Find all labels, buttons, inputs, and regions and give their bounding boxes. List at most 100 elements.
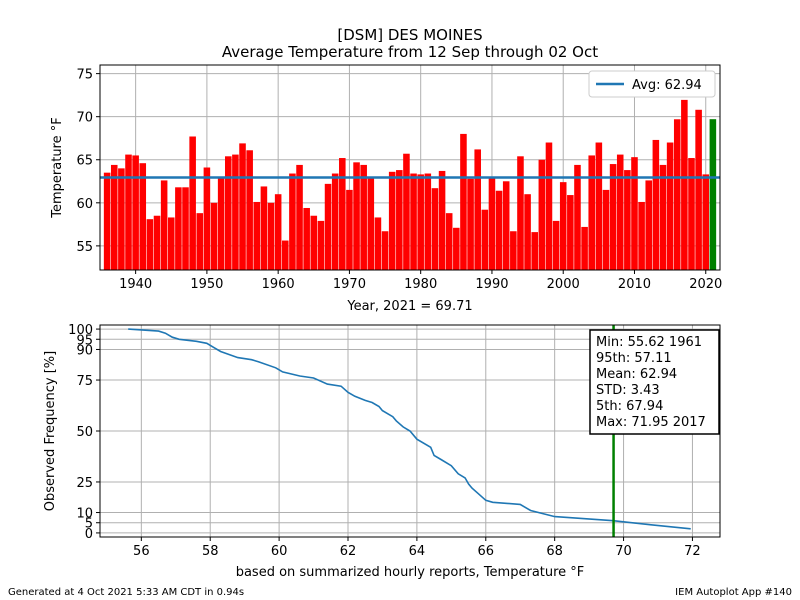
top-ytick-label-60: 60 [76, 197, 93, 212]
bar-1989 [481, 209, 489, 270]
stat-min: Min: 55.62 1961 [596, 335, 702, 350]
temperature-bar-chart: 1940 1950 1960 1970 1980 1990 2000 2010 2020 55 6… [50, 64, 722, 314]
top-x-ticks: 1940 1950 1960 1970 1980 1990 2000 2010 2020 [119, 270, 722, 292]
bar-2012 [645, 180, 653, 270]
bar-1977 [396, 170, 403, 270]
bar-1968 [331, 173, 339, 270]
top-xtick-label-2000: 2000 [547, 277, 580, 292]
bar-1988 [474, 149, 481, 270]
bar-2006 [602, 189, 610, 270]
bar-2011 [638, 201, 645, 270]
bottom-ytick-label-75: 75 [76, 374, 93, 389]
bar-2013 [652, 139, 660, 270]
bottom-ytick-label-25: 25 [76, 476, 93, 491]
bottom-xtick-label-60: 60 [271, 544, 288, 559]
bar-1937 [110, 164, 118, 270]
stat-mean: Mean: 62.94 [596, 367, 677, 382]
bar-1979 [410, 173, 417, 270]
bar-1992 [502, 181, 510, 270]
bottom-xtick-label-66: 66 [478, 544, 495, 559]
bar-1949 [196, 213, 204, 270]
bar-1942 [146, 219, 154, 270]
top-axes-frame [99, 64, 721, 271]
bottom-xtick-label-62: 62 [340, 544, 357, 559]
bar-2004 [588, 155, 596, 270]
stat-95th: 95th: 57.11 [596, 351, 672, 366]
bar-1956 [246, 150, 253, 270]
bottom-ytick-label-90: 90 [76, 343, 93, 358]
bar-1950 [203, 167, 211, 270]
bar-1938 [118, 168, 125, 270]
bar-1982 [431, 188, 439, 270]
chart-title-period: Average Temperature from 12 Sep through … [222, 43, 598, 61]
bar-1957 [253, 201, 261, 270]
bar-1943 [153, 215, 161, 270]
bar-1990 [488, 177, 496, 270]
bar-1983 [438, 170, 446, 270]
footer-app-id: IEM Autoplot App #140 [675, 587, 792, 598]
top-ytick-label-65: 65 [76, 154, 93, 169]
bar-1999 [552, 220, 560, 270]
bar-1964 [303, 207, 310, 270]
bar-2007 [609, 164, 617, 270]
chart-title-station: [DSM] DES MOINES [337, 26, 482, 44]
bar-1939 [125, 154, 132, 270]
bar-1959 [267, 202, 275, 270]
bar-1962 [289, 173, 296, 270]
bottom-x-ticks: 56 58 60 62 64 66 68 70 72 [133, 537, 701, 559]
bar-2017 [681, 99, 688, 270]
bottom-grid [100, 325, 720, 537]
bottom-ytick-label-10: 10 [76, 507, 93, 522]
stat-5th: 5th: 67.94 [596, 399, 663, 414]
stat-max: Max: 71.95 2017 [596, 415, 706, 430]
bar-1948 [189, 136, 196, 270]
bar-1971 [353, 162, 360, 270]
bottom-xtick-label-58: 58 [202, 544, 219, 559]
bar-1994 [517, 156, 524, 270]
bar-2001 [567, 195, 574, 270]
bar-1936 [103, 172, 111, 270]
bar-1996 [531, 232, 538, 270]
bar-2014 [659, 164, 667, 270]
bottom-ytick-label-95: 95 [76, 333, 93, 348]
bar-2016 [673, 119, 681, 270]
stat-std: STD: 3.43 [596, 383, 660, 398]
bar-1970 [346, 189, 353, 270]
bottom-x-axis-label: based on summarized hourly reports, Temp… [236, 565, 585, 580]
bar-1993 [510, 231, 517, 270]
legend: Avg: 62.94 [588, 70, 716, 98]
bar-1951 [210, 202, 218, 270]
stats-box-frame [589, 329, 720, 435]
bar-1980 [417, 174, 424, 270]
bar-1981 [424, 173, 432, 270]
top-xtick-label-1950: 1950 [190, 277, 223, 292]
bar-2000 [559, 182, 567, 270]
bottom-xtick-label-70: 70 [615, 544, 632, 559]
bar-1965 [310, 215, 318, 270]
bar-1963 [296, 164, 303, 270]
legend-label: Avg: 62.94 [632, 78, 702, 93]
bar-1947 [182, 187, 189, 270]
bar-1954 [232, 154, 239, 270]
bar-2015 [666, 142, 674, 270]
footer-generated: Generated at 4 Oct 2021 5:33 AM CDT in 0… [8, 587, 244, 598]
bottom-ytick-label-100: 100 [68, 323, 93, 338]
bar-2019 [695, 109, 702, 270]
bar-1978 [403, 153, 410, 270]
bar-1953 [224, 156, 232, 270]
top-xtick-label-1960: 1960 [262, 277, 295, 292]
bar-1952 [217, 176, 225, 270]
bar-1967 [324, 183, 332, 270]
top-y-ticks: 55 60 65 70 75 [76, 68, 100, 255]
bar-2010 [631, 157, 638, 270]
top-x-axis-label: Year, 2021 = 69.71 [346, 299, 472, 314]
bar-2009 [624, 170, 631, 270]
bottom-xtick-label-68: 68 [546, 544, 563, 559]
bar-1976 [388, 171, 396, 270]
bar-1987 [467, 178, 474, 270]
bottom-xtick-label-72: 72 [684, 544, 701, 559]
yearly-bars [103, 99, 717, 270]
bar-1972 [360, 164, 367, 270]
bar-1975 [381, 231, 389, 270]
